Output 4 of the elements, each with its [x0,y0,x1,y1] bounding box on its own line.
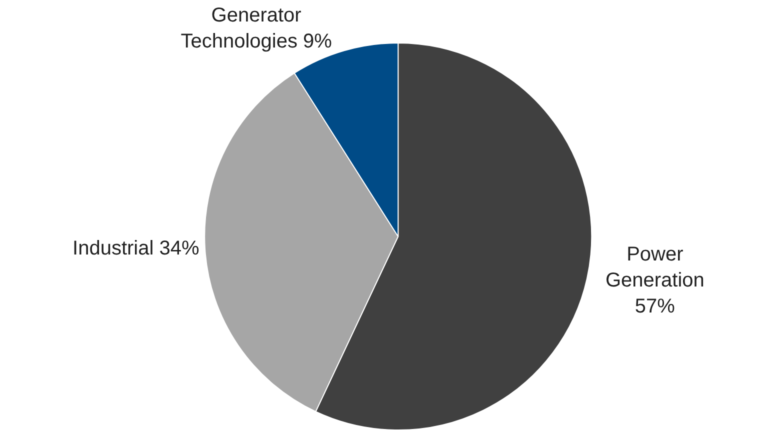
slice-label: Generator Technologies 9% [180,4,332,53]
slice-label: Power Generation [605,243,704,292]
slice-label: Industrial 34% [72,238,200,260]
data-label: 57% [634,295,676,318]
